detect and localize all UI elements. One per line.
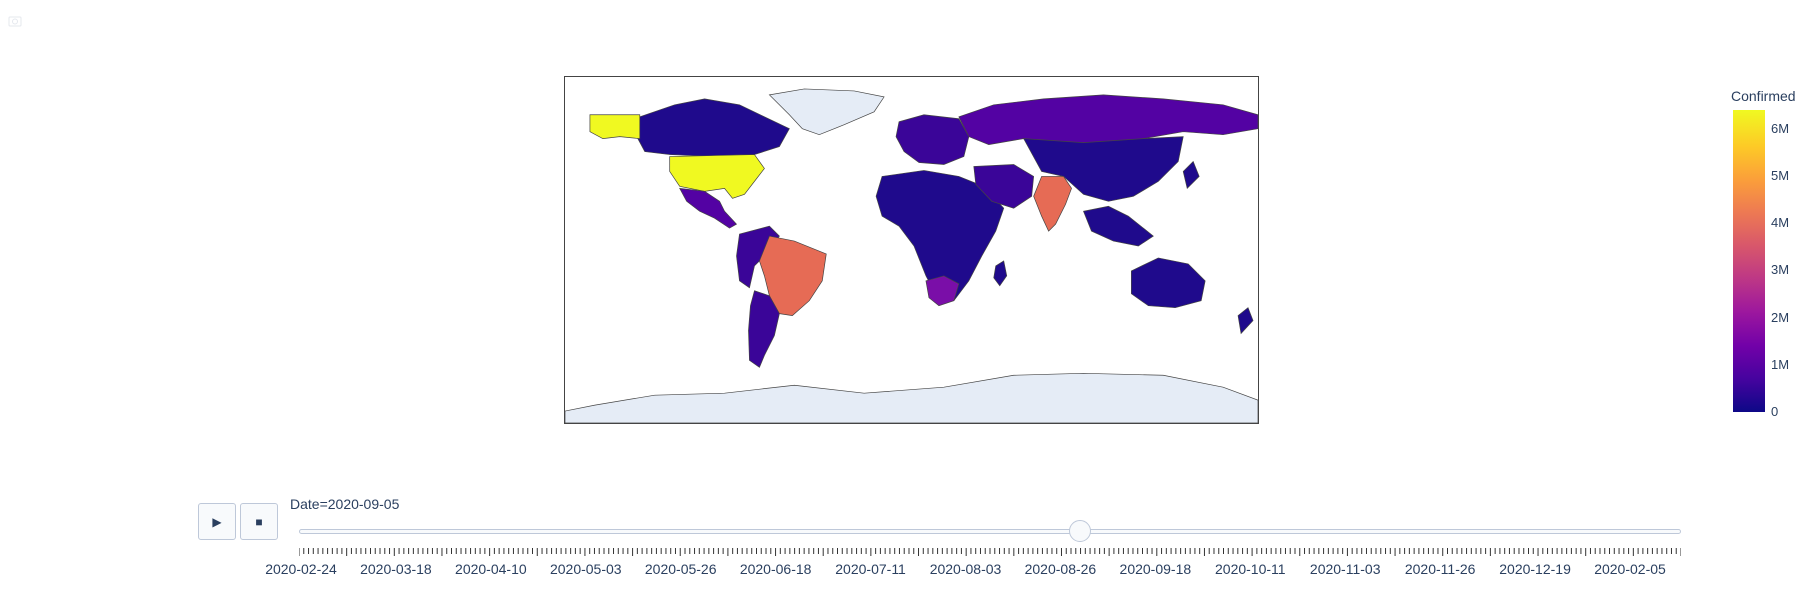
brazil[interactable] <box>759 235 827 316</box>
slider-tick-label: 2020-10-11 <box>1214 561 1286 577</box>
europe[interactable] <box>895 114 970 165</box>
slider-tick-label: 2020-03-18 <box>360 561 432 577</box>
slider-rail[interactable] <box>299 529 1681 534</box>
colorbar-tick-label: 4M <box>1771 215 1790 231</box>
alaska[interactable] <box>589 114 641 140</box>
mexico[interactable] <box>679 187 738 229</box>
slider-current-value: Date=2020-09-05 <box>290 496 400 512</box>
asia[interactable] <box>1023 136 1184 202</box>
stop-button[interactable]: ■ <box>240 503 278 540</box>
colorbar-tick-label: 6M <box>1771 120 1790 136</box>
slider-tick-label: 2020-11-26 <box>1404 561 1476 577</box>
slider-tick-label: 2020-05-03 <box>549 561 622 577</box>
slider-tick-label: 2020-08-03 <box>929 561 1002 577</box>
slider-tick-label: 2020-05-26 <box>644 561 717 577</box>
colorbar-title: Confirmed <box>1731 88 1796 104</box>
new-zealand[interactable] <box>1237 307 1254 335</box>
slider-tick-label: 2020-09-18 <box>1119 561 1192 577</box>
australia[interactable] <box>1131 257 1206 309</box>
slider-tick-label: 2020-02-05 <box>1594 561 1666 577</box>
japan[interactable] <box>1182 160 1200 190</box>
southeast-asia[interactable] <box>1083 205 1154 247</box>
usa[interactable] <box>669 154 765 199</box>
choropleth-map[interactable] <box>564 76 1259 424</box>
slider-tick-label: 2020-07-11 <box>835 561 906 577</box>
slider-tick-label: 2020-12-19 <box>1499 561 1571 577</box>
slider-tick-label: 2020-02-24 <box>265 561 337 577</box>
colorbar-tick-label: 3M <box>1771 262 1790 278</box>
slider-handle[interactable] <box>1068 520 1091 542</box>
colorbar-tick-label: 5M <box>1771 168 1790 184</box>
camera-icon[interactable] <box>8 14 22 28</box>
india[interactable] <box>1033 176 1072 232</box>
southern-south-america[interactable] <box>748 290 780 368</box>
africa[interactable] <box>875 170 1005 302</box>
madagascar[interactable] <box>993 260 1008 287</box>
south-africa[interactable] <box>925 275 960 307</box>
play-button[interactable]: ▶ <box>198 503 236 540</box>
greenland[interactable] <box>768 88 885 136</box>
play-icon: ▶ <box>212 514 222 529</box>
colorbar <box>1733 110 1765 412</box>
slider-tick-label: 2020-06-18 <box>739 561 812 577</box>
slider-ticks <box>299 548 1681 556</box>
stop-icon: ■ <box>255 514 263 529</box>
slider-tick-label: 2020-08-26 <box>1024 561 1097 577</box>
colorbar-tick-label: 2M <box>1771 309 1790 325</box>
middle-east[interactable] <box>973 164 1035 209</box>
canada[interactable] <box>636 98 790 157</box>
colorbar-tick-label: 1M <box>1771 356 1790 372</box>
russia[interactable] <box>958 94 1258 145</box>
antarctica[interactable] <box>565 372 1258 423</box>
colorbar-tick-label: 0 <box>1771 404 1779 419</box>
slider-tick-label: 2020-04-10 <box>455 561 527 577</box>
slider-tick-label: 2020-11-03 <box>1309 561 1381 577</box>
